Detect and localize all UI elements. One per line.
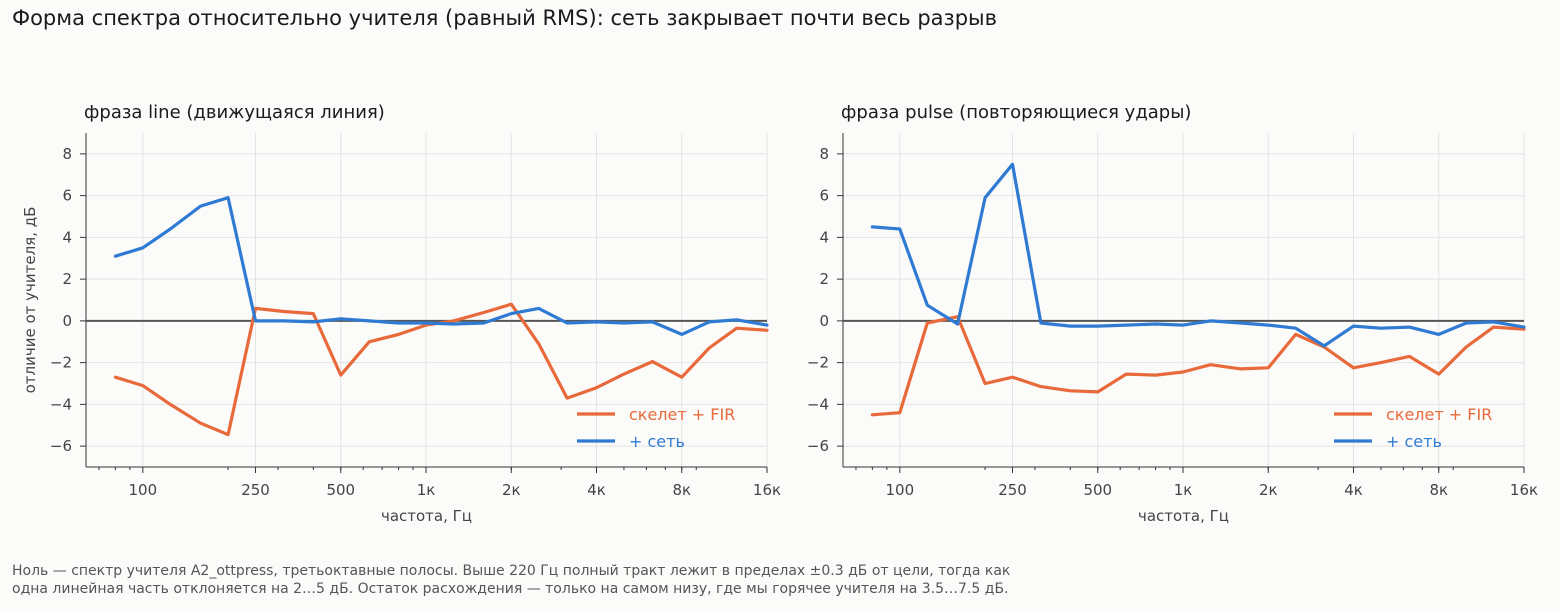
footnote-line-1: Ноль — спектр учителя A2_ottpress, треть… [12, 563, 1011, 579]
y-axis-label: отличие от учителя, дБ [21, 207, 39, 394]
chart-title: фраза line (движущаяся линия) [84, 102, 385, 123]
chart-panel-1: фраза line (движущаяся линия) −6 −4 −2 0 2 4 6 8… [21, 102, 781, 525]
x-tick-label: 16к [753, 481, 781, 499]
x-tick-label: 4к [587, 481, 606, 499]
x-tick-label: 8к [1429, 481, 1448, 499]
y-tick-label: −2 [807, 354, 829, 372]
legend-label: скелет + FIR [1386, 405, 1492, 424]
x-tick-label: 2к [502, 481, 521, 499]
series-line [113, 196, 769, 336]
y-tick-label: −6 [50, 437, 72, 455]
x-tick-label: 500 [326, 481, 355, 499]
footnote: Ноль — спектр учителя A2_ottpress, треть… [12, 562, 1412, 598]
series-line [870, 315, 1526, 417]
y-tick-label: 6 [62, 187, 72, 205]
x-axis-label: частота, Гц [1138, 507, 1229, 525]
x-tick-label: 1к [1174, 481, 1193, 499]
y-tick-label: 4 [819, 228, 829, 246]
y-tick-label: −2 [50, 354, 72, 372]
x-tick-label: 250 [241, 481, 270, 499]
x-tick-label: 100 [129, 481, 158, 499]
legend-label: + сеть [1386, 432, 1442, 451]
chart-panel-2: фраза pulse (повторяющиеся удары) −6 −4 −2 0… [807, 102, 1538, 525]
series-line [870, 162, 1526, 348]
y-tick-label: 0 [819, 312, 829, 330]
y-tick-label: 2 [819, 270, 829, 288]
y-tick-label: −4 [50, 395, 72, 413]
x-tick-label: 500 [1083, 481, 1112, 499]
footnote-line-2: одна линейная часть отклоняется на 2…5 д… [12, 581, 1009, 597]
y-tick-label: 8 [62, 145, 72, 163]
x-tick-label: 4к [1344, 481, 1363, 499]
x-tick-label: 100 [886, 481, 915, 499]
y-tick-label: 6 [819, 187, 829, 205]
y-tick-label: −6 [807, 437, 829, 455]
y-tick-label: 8 [819, 145, 829, 163]
x-tick-label: 250 [998, 481, 1027, 499]
legend-label: + сеть [629, 432, 685, 451]
x-axis-label: частота, Гц [381, 507, 472, 525]
legend: скелет + FIR + сеть [577, 405, 735, 451]
x-tick-label: 8к [672, 481, 691, 499]
x-tick-label: 16к [1510, 481, 1538, 499]
y-tick-label: 4 [62, 228, 72, 246]
x-tick-label: 2к [1259, 481, 1278, 499]
y-tick-label: 2 [62, 270, 72, 288]
x-tick-label: 1к [417, 481, 436, 499]
chart-title: фраза pulse (повторяющиеся удары) [841, 102, 1191, 123]
y-tick-label: −4 [807, 395, 829, 413]
figure-title: Форма спектра относительно учителя (равн… [12, 6, 997, 30]
legend-label: скелет + FIR [629, 405, 735, 424]
y-tick-label: 0 [62, 312, 72, 330]
legend: скелет + FIR + сеть [1334, 405, 1492, 451]
